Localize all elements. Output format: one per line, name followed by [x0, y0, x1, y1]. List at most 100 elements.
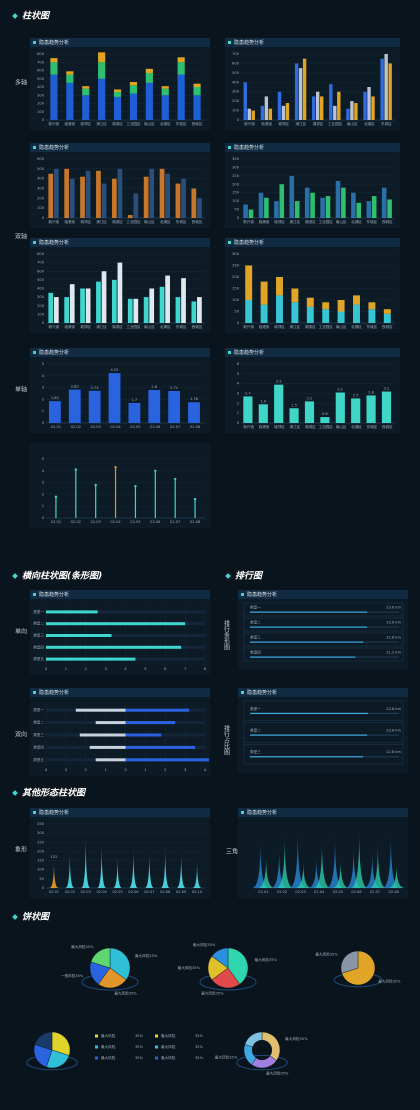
spike — [388, 864, 405, 888]
bar — [383, 313, 391, 323]
y-tick-label: 600 — [37, 157, 45, 161]
x-tick-label: 5 — [144, 667, 146, 671]
section-title: 柱状图 — [22, 11, 51, 22]
bar — [82, 86, 90, 89]
x-tick-label: 02.01 — [51, 520, 61, 524]
bar — [197, 198, 202, 218]
bar — [161, 88, 169, 96]
bar — [319, 96, 324, 120]
bar — [245, 300, 253, 323]
legend-swatch — [95, 1056, 98, 1060]
y-tick-label: 800 — [37, 52, 45, 56]
bar — [117, 168, 123, 218]
bar — [101, 183, 107, 218]
bar — [279, 184, 285, 218]
x-tick-label: 02.02 — [71, 520, 81, 524]
rank-name: 类型四 — [250, 650, 261, 655]
spike — [363, 852, 381, 888]
side-label-text: 排行条形图 — [223, 619, 230, 651]
bar — [306, 306, 314, 323]
x-tick-label: 4 — [204, 768, 207, 772]
bar — [367, 87, 371, 120]
x-tick-label: 浦江区 — [290, 324, 301, 329]
panel-title-bar — [30, 688, 210, 697]
rank-row — [243, 722, 404, 743]
y-tick-label: 0 — [237, 421, 240, 425]
y-tick-label: 300 — [37, 93, 45, 97]
bar — [88, 390, 101, 423]
y-tick-label: 4 — [237, 382, 240, 386]
y-tick-label: 700 — [232, 52, 240, 56]
bar — [363, 91, 367, 120]
x-tick-label: 工业园区 — [319, 424, 334, 429]
panel-title: 隐患趋势分析 — [39, 239, 69, 246]
bar — [387, 199, 392, 218]
panel-title: 隐患趋势分析 — [247, 689, 277, 696]
x-tick-label: 3 — [104, 667, 106, 671]
bar — [145, 72, 153, 83]
x-tick-label: 西城区 — [192, 121, 203, 126]
bar — [258, 192, 264, 218]
bar — [335, 392, 345, 423]
bar — [113, 91, 122, 97]
x-tick-label: 东城区 — [176, 324, 187, 329]
x-tick-label: 02.07 — [144, 890, 154, 894]
x-tick-label: 城郊区 — [274, 219, 285, 224]
value-label: 2.83 — [71, 385, 79, 389]
spike — [128, 847, 138, 888]
x-tick-label: 02.06 — [351, 890, 362, 894]
bar — [320, 417, 330, 423]
x-tick-label: 4 — [124, 667, 127, 671]
y-tick-label: 0 — [42, 516, 45, 520]
bar — [354, 103, 358, 120]
spike — [308, 857, 325, 888]
bar — [149, 288, 155, 323]
rank-value: 23.6 km — [386, 621, 401, 625]
rank-value: 23.6 km — [386, 729, 401, 733]
bar — [69, 284, 75, 323]
x-tick-label: 南山区 — [336, 424, 347, 429]
x-tick-label: 临港街 — [261, 121, 272, 126]
x-tick-label: 浦江区 — [96, 219, 107, 224]
bar — [66, 74, 74, 83]
x-tick-label: 新兴街 — [243, 324, 254, 329]
value-label: 2.73 — [91, 386, 99, 390]
panel — [30, 443, 210, 528]
pie-label: 最大风险35% — [215, 1054, 238, 1059]
section-marker — [12, 13, 18, 19]
y-tick-label: 类型一 — [33, 609, 44, 614]
y-tick-label: 100 — [37, 206, 45, 210]
bar — [177, 62, 185, 75]
x-tick-label: 浦江区 — [96, 121, 107, 126]
x-tick-label: 南山区 — [144, 121, 155, 126]
bar — [80, 176, 85, 218]
rank-name: 类型二 — [250, 620, 261, 625]
bar — [350, 101, 354, 120]
bar — [335, 180, 341, 218]
section-title: 饼状图 — [22, 912, 51, 923]
bar — [85, 288, 91, 323]
x-tick-label: 东城区 — [176, 121, 187, 126]
pie-slice — [211, 967, 241, 989]
y-tick-label: 0 — [237, 216, 240, 220]
x-tick-label: 02.06 — [150, 520, 161, 524]
y-tick-label: 4 — [42, 374, 45, 378]
y-tick-label: 0 — [42, 886, 45, 890]
bar — [111, 279, 117, 323]
rank-value: 23.6 km — [386, 606, 401, 610]
y-tick-label: 350 — [37, 822, 45, 826]
bar — [127, 215, 133, 218]
y-tick-label: 1 — [42, 504, 44, 508]
value-label: 3.9 — [276, 380, 282, 384]
value-label: 3.1 — [337, 388, 343, 392]
panel-title-bar — [30, 143, 210, 152]
bar — [276, 295, 283, 323]
bar — [312, 96, 316, 120]
section-marker — [225, 573, 231, 579]
x-tick-label: 工业园区 — [126, 121, 141, 126]
y-tick-label: 100 — [232, 199, 240, 203]
panel-title-bar — [30, 238, 210, 247]
x-tick-label: 02.08 — [160, 890, 171, 894]
x-tick-label: 北湖区 — [364, 121, 375, 126]
legend-name: 最大风险 — [101, 1033, 116, 1038]
